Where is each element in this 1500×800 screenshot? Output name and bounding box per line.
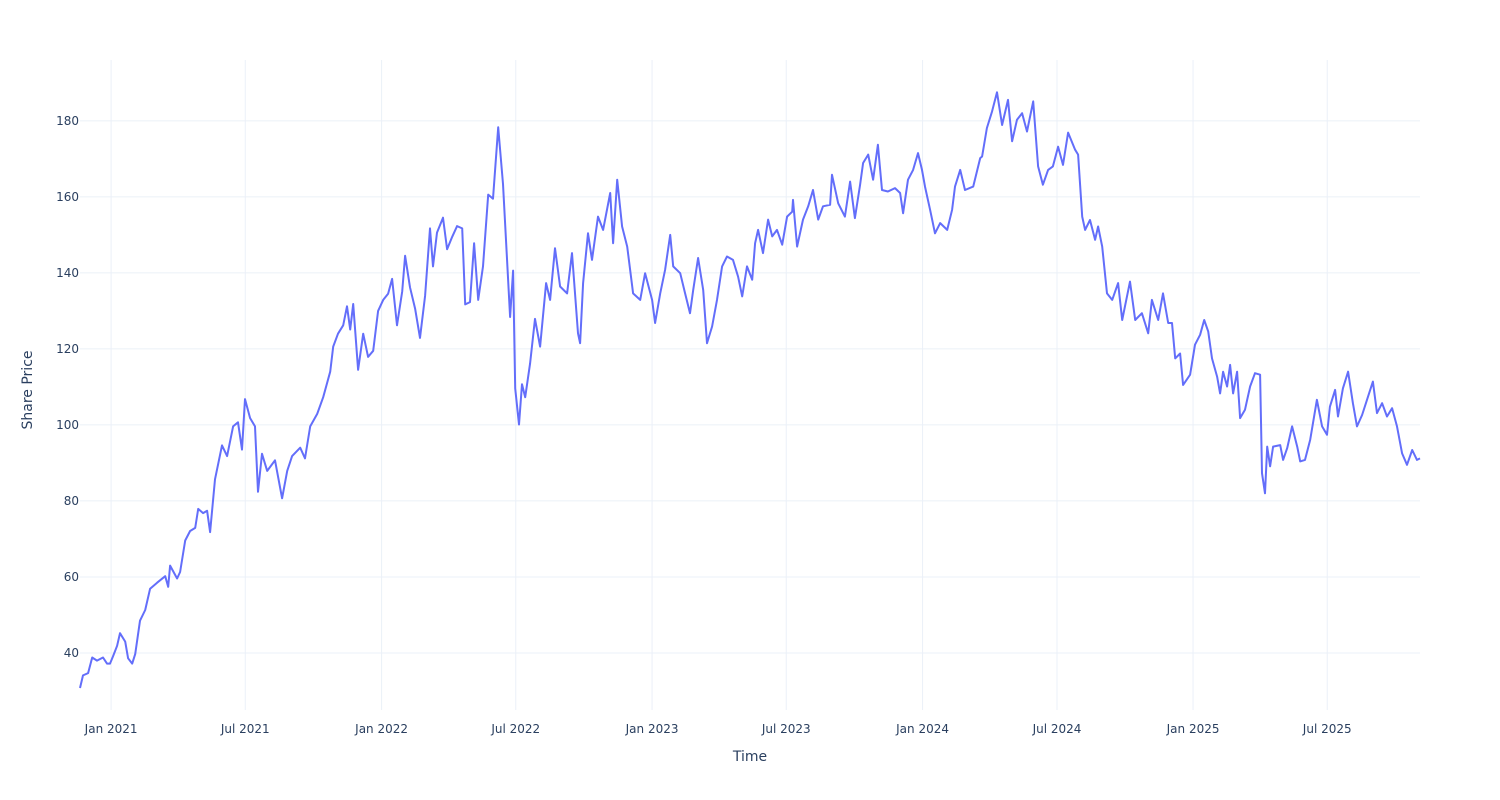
x-tick-label: Jan 2022 (354, 722, 408, 736)
x-tick-label: Jan 2021 (84, 722, 138, 736)
y-axis-title: Share Price (20, 350, 36, 429)
x-tick-label: Jul 2024 (1032, 722, 1082, 736)
y-axis-ticks: 40 60 80 100 120 140 160 180 (56, 114, 79, 660)
x-tick-label: Jul 2025 (1302, 722, 1352, 736)
y-tick-label: 160 (56, 190, 79, 204)
share-price-line (79, 91, 1421, 689)
y-tick-label: 80 (64, 494, 79, 508)
y-tick-label: 180 (56, 114, 79, 128)
x-tick-label: Jan 2025 (1166, 722, 1220, 736)
y-tick-label: 140 (56, 266, 79, 280)
y-tick-label: 60 (64, 570, 79, 584)
x-axis-title: Time (732, 749, 767, 765)
x-tick-label: Jul 2023 (761, 722, 811, 736)
x-tick-label: Jan 2024 (895, 722, 949, 736)
gridlines (80, 60, 1420, 710)
y-tick-label: 40 (64, 646, 79, 660)
x-axis-ticks: Jan 2021 Jul 2021 Jan 2022 Jul 2022 Jan 2023… (84, 722, 1352, 736)
y-tick-label: 120 (56, 342, 79, 356)
x-tick-label: Jul 2022 (490, 722, 540, 736)
series-layer (79, 91, 1421, 689)
x-tick-label: Jan 2023 (625, 722, 679, 736)
y-tick-label: 100 (56, 418, 79, 432)
x-tick-label: Jul 2021 (220, 722, 270, 736)
